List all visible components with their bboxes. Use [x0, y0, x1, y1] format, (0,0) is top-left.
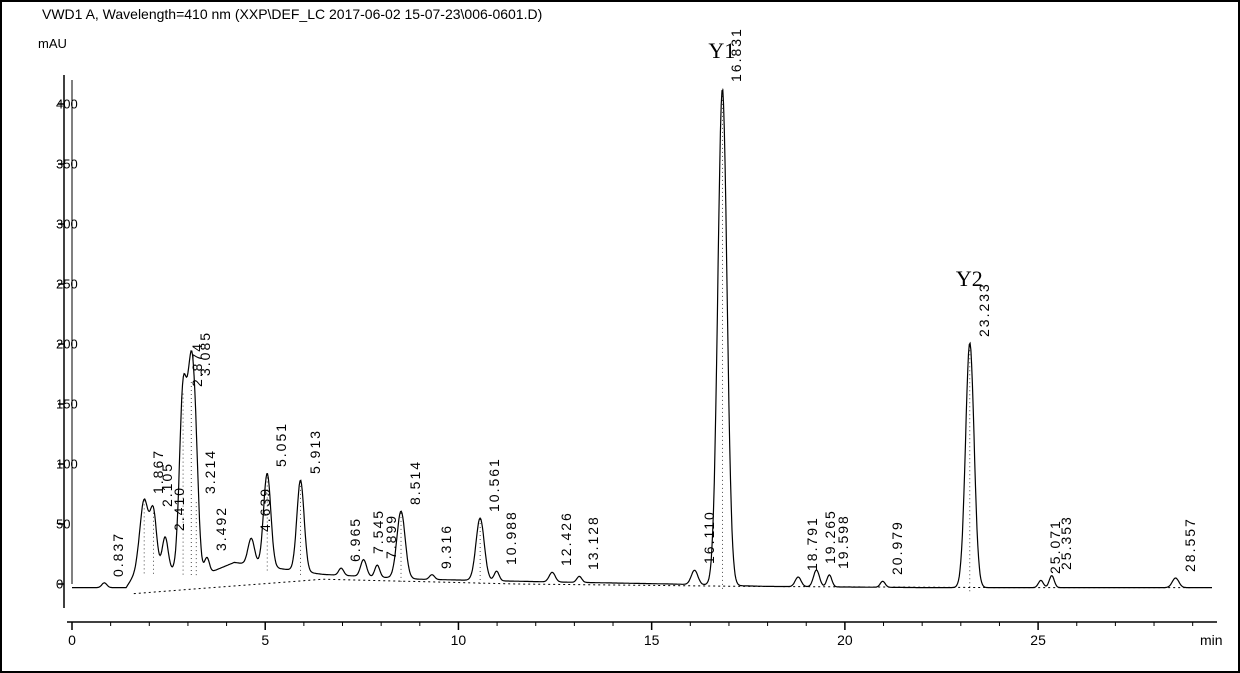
peak-rt-label: 25.353 — [1058, 515, 1074, 570]
peak-rt-label: 20.979 — [889, 520, 905, 575]
peak-rt-label: 10.988 — [503, 510, 519, 565]
peak-rt-label: 2.410 — [171, 486, 187, 531]
peak-annotation: Y2 — [956, 266, 983, 292]
peak-rt-label: 7.899 — [383, 514, 399, 559]
chromatogram-frame: VWD1 A, Wavelength=410 nm (XXP\DEF_LC 20… — [0, 0, 1240, 673]
peak-annotation: Y1 — [708, 38, 735, 64]
peak-rt-label: 18.791 — [804, 516, 820, 571]
peak-rt-label: 8.514 — [407, 460, 423, 505]
x-tick-label: 10 — [451, 632, 467, 648]
chart-title: VWD1 A, Wavelength=410 nm (XXP\DEF_LC 20… — [42, 6, 542, 22]
peak-rt-label: 4.639 — [257, 487, 273, 532]
x-tick-label: 5 — [261, 632, 269, 648]
x-axis-unit: min — [1200, 632, 1223, 648]
peak-rt-label: 9.316 — [438, 524, 454, 569]
peak-rt-label: 5.913 — [307, 429, 323, 474]
peak-rt-label: 13.128 — [585, 516, 601, 571]
peak-rt-label: 10.561 — [486, 457, 502, 512]
peak-rt-label: 0.837 — [110, 532, 126, 577]
x-tick-label: 20 — [837, 632, 853, 648]
peak-rt-label: 3.214 — [202, 448, 218, 493]
peak-rt-label: 19.598 — [835, 514, 851, 569]
peak-rt-label: 16.110 — [701, 510, 717, 564]
x-tick-label: 0 — [68, 632, 76, 648]
peak-rt-label: 3.492 — [213, 506, 229, 551]
x-tick-label: 15 — [644, 632, 660, 648]
peak-rt-label: 12.426 — [558, 511, 574, 566]
peak-rt-label: 3.085 — [197, 331, 213, 376]
x-tick-label: 25 — [1030, 632, 1046, 648]
peak-rt-label: 5.051 — [273, 422, 289, 467]
peak-rt-label: 6.965 — [347, 517, 363, 562]
peak-rt-label: 28.557 — [1182, 517, 1198, 572]
